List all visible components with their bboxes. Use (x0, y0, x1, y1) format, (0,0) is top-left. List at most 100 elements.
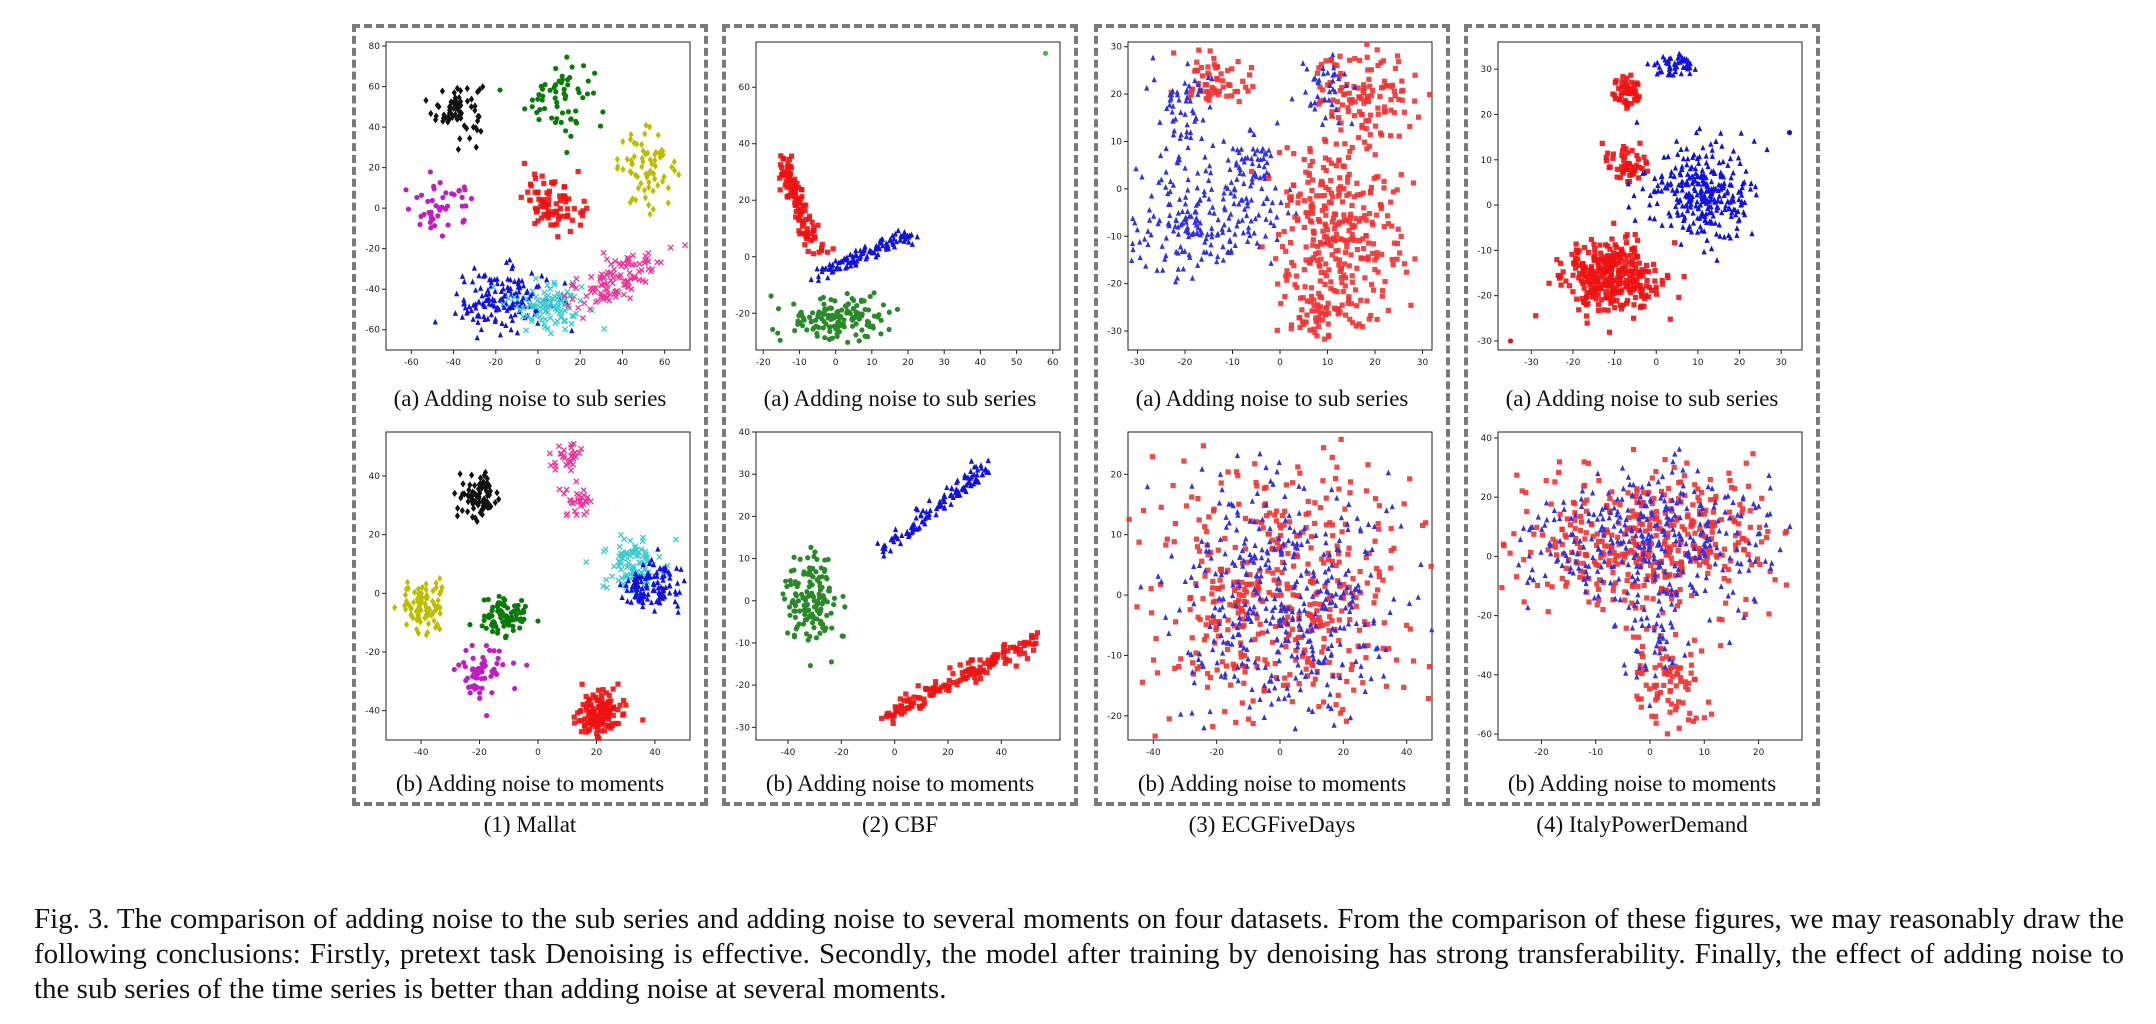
outlier-point (1507, 338, 1514, 344)
scatter-point (1235, 677, 1241, 684)
scatter-point (488, 276, 494, 283)
scatter-point (1384, 83, 1390, 89)
x-tick-label: -20 (472, 748, 487, 758)
scatter-point (1178, 656, 1184, 662)
scatter-point (986, 661, 992, 667)
scatter-point (1336, 262, 1342, 268)
scatter-point (481, 597, 487, 603)
scatter-point (1210, 723, 1216, 730)
scatter-point (1335, 692, 1341, 698)
scatter-point (1623, 240, 1629, 246)
scatter-point (405, 206, 412, 212)
scatter-point (1276, 545, 1282, 551)
scatter-point (1728, 174, 1734, 181)
scatter-point (1292, 214, 1298, 220)
scatter-point (803, 631, 810, 637)
scatter-point (1309, 201, 1315, 207)
scatter-point (510, 660, 517, 666)
scatter-point (1667, 63, 1673, 69)
scatter-point (627, 135, 634, 144)
scatter-point (1312, 99, 1318, 106)
scatter-point (1335, 578, 1341, 584)
scatter-point (1388, 548, 1394, 554)
scatter-point (1644, 277, 1650, 284)
scatter-point (1284, 620, 1291, 626)
scatter-point (1371, 600, 1377, 606)
scatter-point (1322, 136, 1328, 143)
scatter-point (1336, 559, 1342, 565)
scatter-point (535, 618, 541, 624)
scatter-point (1618, 255, 1624, 261)
scatter-point (1627, 279, 1634, 285)
scatter-point (1267, 620, 1274, 626)
scatter-point (1206, 97, 1212, 103)
scatter-point (1615, 251, 1621, 257)
scatter-point (1632, 166, 1638, 172)
scatter-point (477, 695, 483, 701)
scatter-point (1334, 464, 1340, 470)
scatter-point (1284, 145, 1290, 151)
scatter-point (1580, 261, 1586, 267)
scatter-point (650, 580, 657, 587)
scatter-point (1255, 664, 1261, 671)
x-tick-label: -20 (834, 748, 849, 758)
scatter-point (1314, 608, 1320, 614)
scatter-point (1223, 524, 1229, 530)
scatter-point (1323, 58, 1329, 64)
scatter-point (535, 189, 541, 195)
scatter-point (806, 593, 812, 599)
scatter-point (524, 662, 530, 668)
scatter-point (880, 544, 886, 551)
scatter-point (1401, 501, 1407, 507)
scatter-point (507, 276, 514, 283)
scatter-point (1284, 581, 1290, 587)
scatter-point (578, 445, 585, 452)
scatter-point (826, 312, 832, 318)
scatter-point (1206, 177, 1212, 184)
scatter-point (1301, 156, 1307, 163)
scatter-point (878, 331, 884, 337)
scatter-point (575, 304, 582, 311)
scatter-point (499, 320, 505, 327)
scatter-point (1336, 672, 1342, 679)
scatter-point (1675, 59, 1681, 66)
scatter-point (1021, 642, 1027, 649)
scatter-point (1229, 93, 1235, 99)
y-tick-label: 40 (369, 472, 381, 482)
scatter-point (428, 109, 434, 118)
scatter-point (1220, 229, 1226, 235)
x-tick-label: 20 (574, 358, 586, 368)
scatter-point (584, 704, 590, 710)
scatter-point (1595, 276, 1601, 282)
scatter-point (1189, 668, 1196, 675)
scatter-point (1258, 156, 1264, 163)
x-tick-label: 20 (1734, 358, 1746, 368)
scatter-point (1300, 295, 1306, 301)
scatter-point (518, 597, 525, 604)
scatter-point (1184, 87, 1190, 93)
scatter-point (1581, 245, 1588, 251)
scatter-point (1355, 582, 1361, 588)
scatter-point (1719, 143, 1725, 149)
scatter-point (793, 208, 799, 215)
scatter-point (1635, 175, 1642, 181)
scatter-point (1248, 636, 1254, 643)
scatter-point (1167, 96, 1173, 103)
scatter-point (1289, 260, 1295, 266)
scatter-point (965, 474, 971, 481)
scatter-point (1353, 323, 1360, 329)
scatter-point (1181, 458, 1187, 464)
scatter-point (1605, 254, 1611, 261)
scatter-point (656, 590, 662, 597)
scatter-point (1563, 583, 1569, 589)
scatter-point (1240, 563, 1246, 569)
scatter-point (1226, 226, 1232, 233)
scatter-point (1209, 591, 1215, 597)
scatter-point (1732, 519, 1738, 525)
scatter-point (921, 696, 927, 702)
scatter-point (1303, 210, 1309, 216)
scatter-point (1654, 59, 1660, 66)
scatter-point (1296, 607, 1303, 614)
scatter-point (446, 109, 453, 117)
